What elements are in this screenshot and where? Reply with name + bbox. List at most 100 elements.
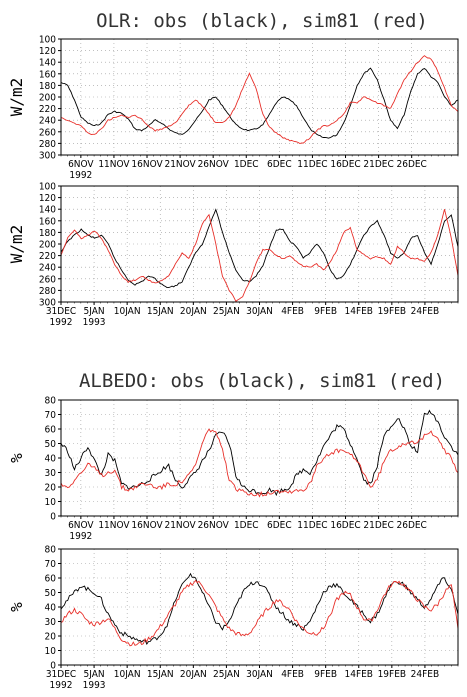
x-tick-label: 30JAN <box>246 669 273 680</box>
x-tick-label: 26NOV <box>198 159 230 170</box>
y-tick-label: 20 <box>45 483 57 494</box>
x-tick-label: 24FEB <box>411 669 439 680</box>
y-tick-label: 220 <box>39 251 56 262</box>
x-tick-label: 21NOV <box>164 520 196 531</box>
y-tick-label: 0 <box>50 512 56 523</box>
y-tick-label: 70 <box>45 410 57 421</box>
x-year-label: 1993 <box>83 317 106 328</box>
x-tick-label: 6DEC <box>267 520 292 531</box>
series-line-sim81 <box>60 209 459 303</box>
x-tick-label: 25JAN <box>213 306 240 317</box>
x-tick-label: 19FEB <box>378 306 406 317</box>
y-tick-label: 180 <box>39 81 56 92</box>
x-tick-label: 16NOV <box>131 520 163 531</box>
x-tick-label: 16DEC <box>330 159 360 170</box>
x-tick-label: 26NOV <box>198 520 230 531</box>
x-tick-label: 21NOV <box>164 159 196 170</box>
y-tick-label: 80 <box>45 396 57 407</box>
plot-frame <box>60 38 459 156</box>
series-line-sim81 <box>60 428 459 498</box>
x-tick-label: 10JAN <box>114 306 141 317</box>
x-tick-label: 19FEB <box>378 669 406 680</box>
y-tick-label: 140 <box>39 205 56 216</box>
plot-frame <box>60 185 459 303</box>
x-tick-label: 14FEB <box>345 306 373 317</box>
y-tick-label: 180 <box>39 228 56 239</box>
series-line-obs <box>60 67 459 139</box>
x-tick-label: 31DEC <box>46 306 76 317</box>
y-tick-label: 100 <box>39 35 56 46</box>
x-tick-label: 24FEB <box>411 306 439 317</box>
y-axis-label: % <box>7 602 26 612</box>
y-tick-label: 30 <box>45 468 57 479</box>
albedo-panel-2: 0 10 20 30 40 50 60 70 80 31DEC 5JAN 10JAN 15JAN 20JA… <box>7 545 459 691</box>
y-tick-label: 300 <box>39 151 56 162</box>
x-tick-label: 11DEC <box>297 159 327 170</box>
x-tick-label: 9FEB <box>314 306 337 317</box>
x-year-label: 1992 <box>50 680 73 691</box>
y-tick-label: 10 <box>45 497 57 508</box>
series-line-obs <box>60 208 459 289</box>
plot-frame <box>60 548 459 666</box>
x-tick-label: 15JAN <box>147 306 174 317</box>
y-tick-label: 140 <box>39 58 56 69</box>
y-tick-label: 240 <box>39 263 56 274</box>
x-tick-label: 16DEC <box>330 520 360 531</box>
x-tick-label: 6NOV <box>68 159 94 170</box>
y-tick-label: 50 <box>45 588 57 599</box>
y-tick-label: 200 <box>39 240 56 251</box>
x-tick-label: 26DEC <box>397 159 427 170</box>
x-tick-label: 1DEC <box>234 520 259 531</box>
y-tick-label: 160 <box>39 216 56 227</box>
x-tick-label: 11DEC <box>297 520 327 531</box>
y-tick-label: 120 <box>39 193 56 204</box>
x-tick-label: 20JAN <box>180 306 207 317</box>
y-tick-label: 280 <box>39 139 56 150</box>
y-tick-label: 220 <box>39 104 56 115</box>
series-line-sim81 <box>60 55 459 144</box>
y-tick-label: 280 <box>39 286 56 297</box>
series-line-sim81 <box>60 579 459 647</box>
y-tick-label: 50 <box>45 439 57 450</box>
y-tick-label: 20 <box>45 632 57 643</box>
y-tick-label: 0 <box>50 661 56 672</box>
y-tick-label: 200 <box>39 93 56 104</box>
x-tick-label: 10JAN <box>114 669 141 680</box>
y-tick-label: 60 <box>45 574 57 585</box>
y-tick-label: 80 <box>45 545 57 556</box>
x-tick-label: 5JAN <box>84 306 105 317</box>
x-tick-label: 20JAN <box>180 669 207 680</box>
x-tick-label: 21DEC <box>363 520 393 531</box>
y-tick-label: 240 <box>39 116 56 127</box>
x-tick-label: 16NOV <box>131 159 163 170</box>
x-year-label: 1992 <box>69 170 92 181</box>
y-tick-label: 10 <box>45 646 57 657</box>
x-tick-label: 26DEC <box>397 520 427 531</box>
x-tick-label: 4FEB <box>281 669 304 680</box>
y-tick-label: 30 <box>45 617 57 628</box>
x-tick-label: 14FEB <box>345 669 373 680</box>
y-tick-label: 60 <box>45 425 57 436</box>
y-tick-label: 300 <box>39 298 56 309</box>
x-tick-label: 6NOV <box>68 520 94 531</box>
olr-title: OLR: obs (black), sim81 (red) <box>96 10 428 32</box>
x-tick-label: 31DEC <box>46 669 76 680</box>
x-year-label: 1993 <box>83 680 106 691</box>
x-tick-label: 21DEC <box>363 159 393 170</box>
x-year-label: 1992 <box>69 531 92 542</box>
x-tick-label: 15JAN <box>147 669 174 680</box>
y-tick-label: 160 <box>39 69 56 80</box>
y-tick-label: 260 <box>39 127 56 138</box>
x-tick-label: 6DEC <box>267 159 292 170</box>
y-tick-label: 100 <box>39 182 56 193</box>
x-tick-label: 11NOV <box>98 159 130 170</box>
series-line-obs <box>60 409 459 497</box>
y-tick-label: 120 <box>39 46 56 57</box>
y-axis-label: % <box>7 453 26 463</box>
x-tick-label: 5JAN <box>84 669 105 680</box>
x-tick-label: 9FEB <box>314 669 337 680</box>
x-tick-label: 25JAN <box>213 669 240 680</box>
